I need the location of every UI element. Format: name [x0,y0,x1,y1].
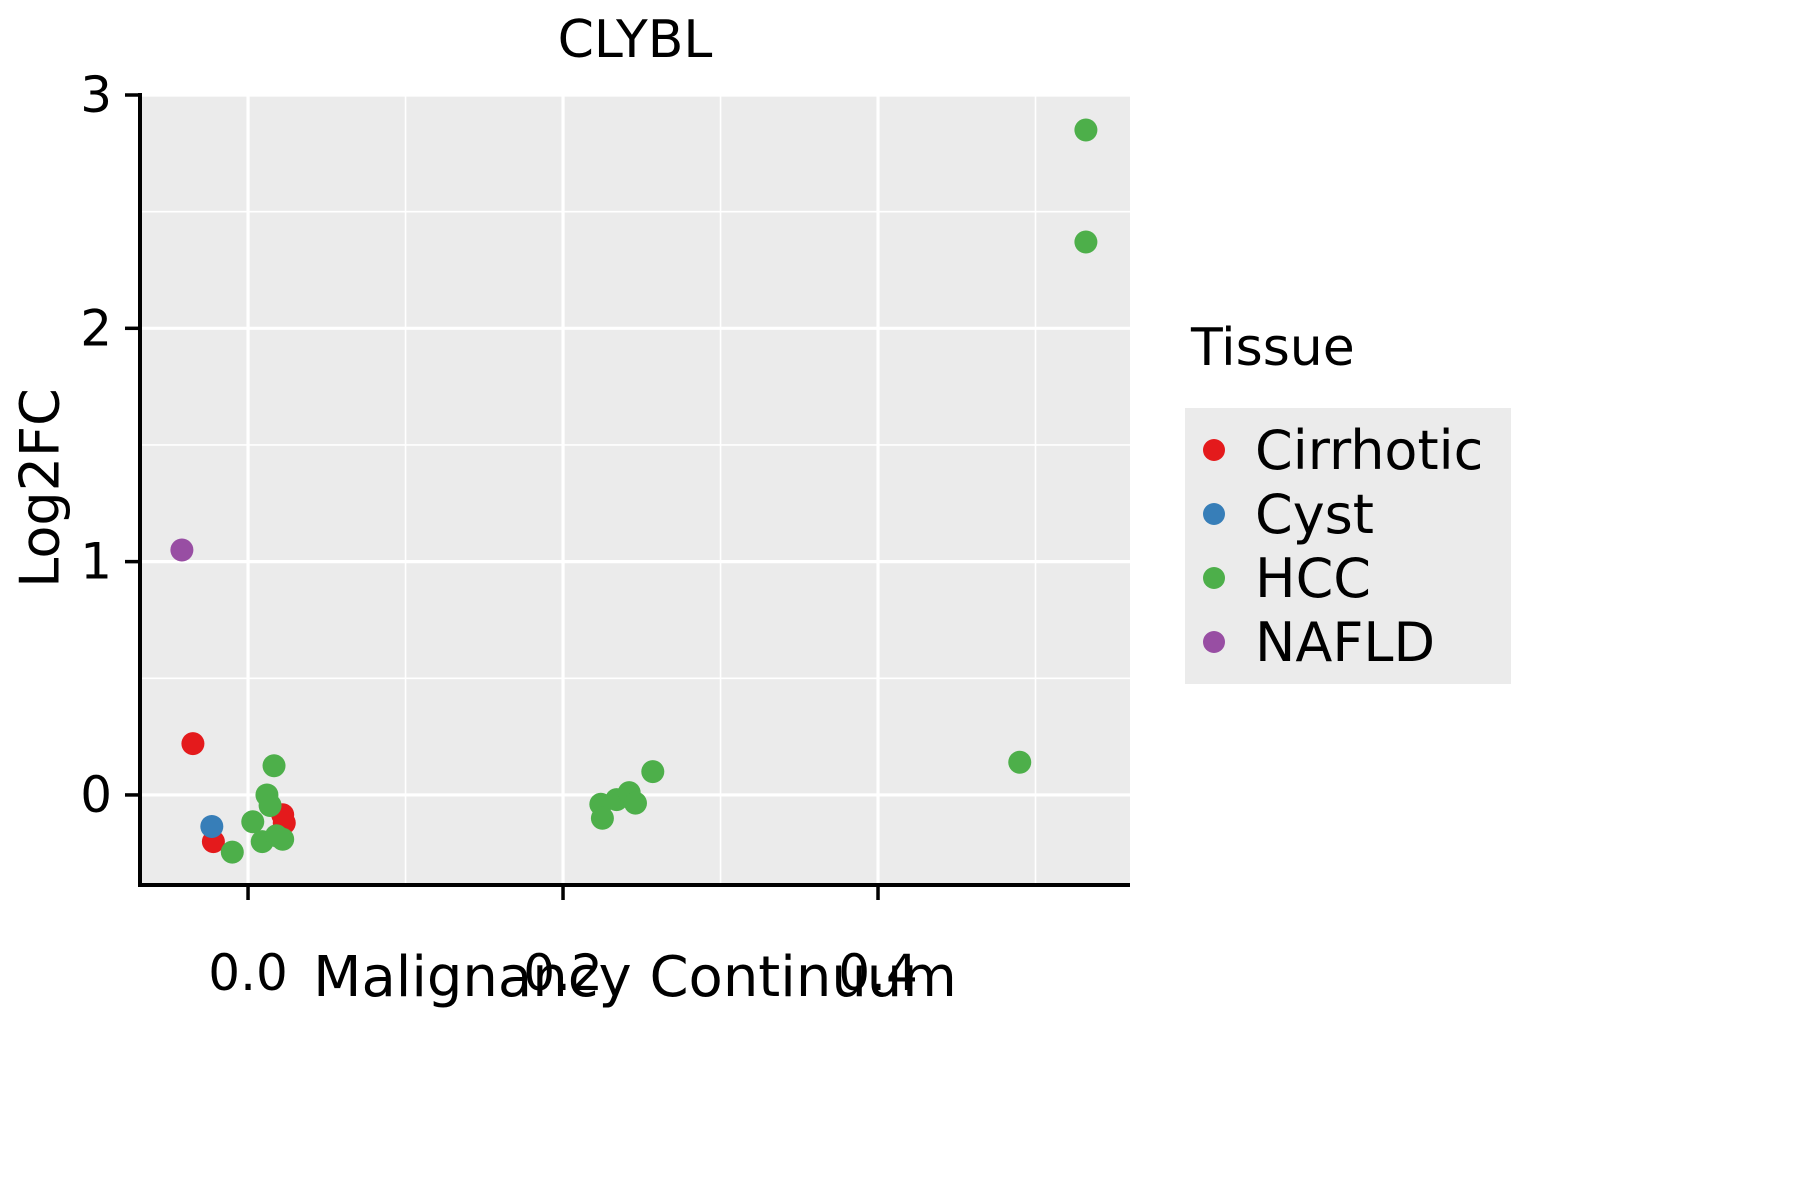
y-axis-label: Log2FC [8,388,72,588]
data-point-hcc [262,754,286,778]
data-point-cirrhotic [181,732,205,756]
legend-swatch-nafld [1203,631,1225,653]
y-tick-label: 1 [80,533,112,591]
y-tick-label: 2 [80,299,112,357]
data-point-hcc [220,840,244,864]
data-point-hcc [623,791,647,815]
x-tick-label: 0.4 [838,944,918,1002]
x-axis-label: Malignancy Continuum [313,945,957,1010]
data-point-hcc [258,793,282,817]
x-tick-label: 0.0 [208,944,288,1002]
data-point-hcc [271,827,295,851]
legend-label-cirrhotic: Cirrhotic [1255,418,1484,482]
y-tick-label: 0 [80,766,112,824]
data-point-hcc [641,760,665,784]
legend-swatch-cirrhotic [1203,439,1225,461]
chart-title: CLYBL [557,10,713,70]
legend-label-hcc: HCC [1255,546,1372,610]
legend-title: Tissue [1191,318,1355,378]
y-tick-label: 3 [80,66,112,124]
legend-swatch-cyst [1203,503,1225,525]
legend-item-cirrhotic: Cirrhotic [1203,418,1483,482]
data-point-hcc [1074,230,1098,254]
legend-swatch-hcc [1203,567,1225,589]
data-point-nafld [170,538,194,562]
data-point-hcc [1074,118,1098,142]
data-point-hcc [1008,750,1032,774]
plot-panel [140,95,1130,885]
data-point-hcc [241,810,265,834]
legend-item-nafld: NAFLD [1203,610,1483,674]
legend-label-cyst: Cyst [1255,482,1374,546]
legend: Tissue Cirrhotic Cyst HCC NAFLD [1185,318,1512,684]
x-tick-label: 0.2 [523,944,603,1002]
legend-item-hcc: HCC [1203,546,1483,610]
data-point-cyst [200,814,224,838]
data-point-hcc [590,806,614,830]
legend-item-cyst: Cyst [1203,482,1483,546]
legend-label-nafld: NAFLD [1255,610,1436,674]
legend-items: Cirrhotic Cyst HCC NAFLD [1185,408,1512,684]
